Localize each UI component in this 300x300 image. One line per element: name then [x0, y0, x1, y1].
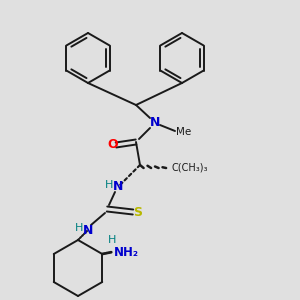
Text: H: H — [75, 223, 83, 233]
Text: N: N — [150, 116, 160, 130]
Text: O: O — [108, 139, 118, 152]
Text: H: H — [108, 235, 116, 245]
Text: N: N — [83, 224, 93, 236]
Text: Me: Me — [176, 127, 191, 137]
Text: S: S — [134, 206, 142, 218]
Text: C(CH₃)₃: C(CH₃)₃ — [172, 163, 208, 173]
Text: H: H — [105, 180, 113, 190]
Text: N: N — [113, 181, 123, 194]
Text: NH₂: NH₂ — [114, 245, 139, 259]
